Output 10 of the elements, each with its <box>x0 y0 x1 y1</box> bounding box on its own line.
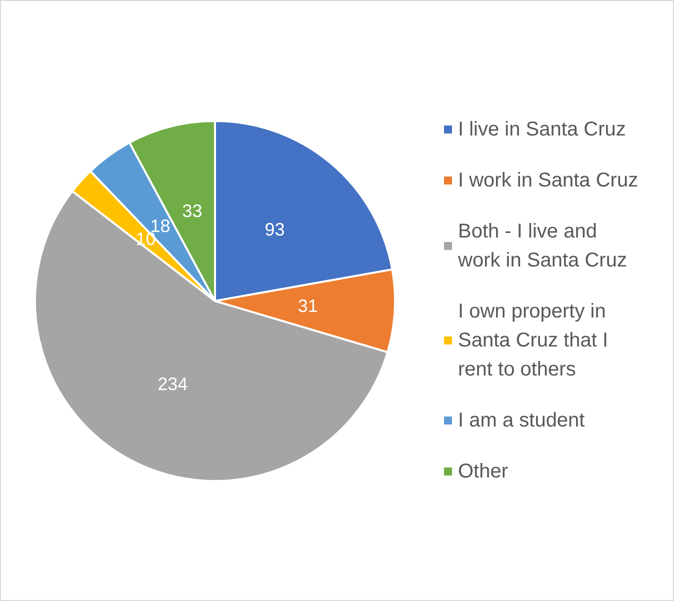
legend-label: Other <box>458 460 508 482</box>
legend-label: I am a student <box>458 410 586 432</box>
data-label: 93 <box>264 220 285 240</box>
legend-label: I work in Santa Cruz <box>458 170 638 192</box>
data-label: 33 <box>182 200 202 221</box>
data-label: 234 <box>158 374 188 394</box>
legend-label: I own property in Santa Cruz that I rent to others <box>458 300 614 380</box>
legend-label: I live in Santa Cruz <box>458 118 626 140</box>
data-label: 31 <box>298 296 318 316</box>
legend-label: Both - I live and work in Santa Cruz <box>457 220 627 272</box>
